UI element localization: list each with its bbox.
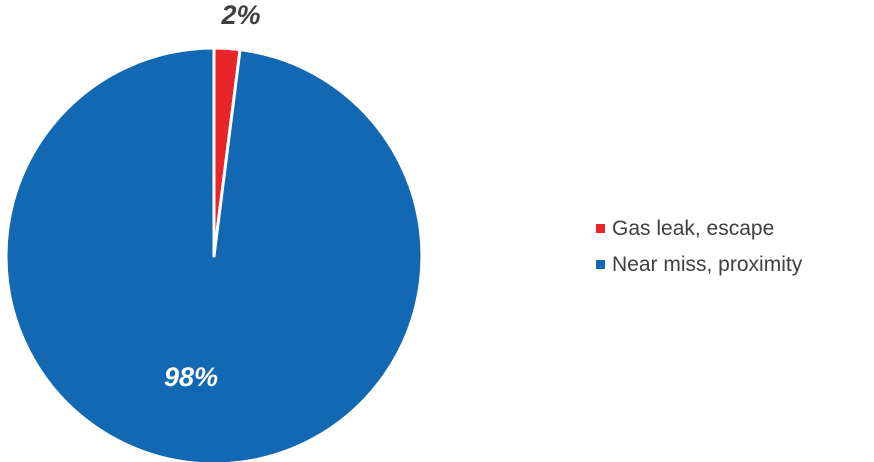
data-label-gas-leak-escape: 2% [220, 0, 260, 30]
legend-item-gas-leak: Gas leak, escape [596, 216, 802, 241]
pie-slice-near-miss-proximity [4, 46, 424, 462]
data-label-near-miss-proximity: 98% [164, 362, 218, 392]
legend-swatch-gas-leak [596, 224, 605, 233]
legend-label-gas-leak: Gas leak, escape [612, 216, 775, 240]
chart-legend: Gas leak, escape Near miss, proximity [596, 216, 802, 288]
legend-item-near-miss: Near miss, proximity [596, 252, 802, 277]
legend-swatch-near-miss [596, 260, 605, 269]
legend-label-near-miss: Near miss, proximity [612, 252, 803, 276]
